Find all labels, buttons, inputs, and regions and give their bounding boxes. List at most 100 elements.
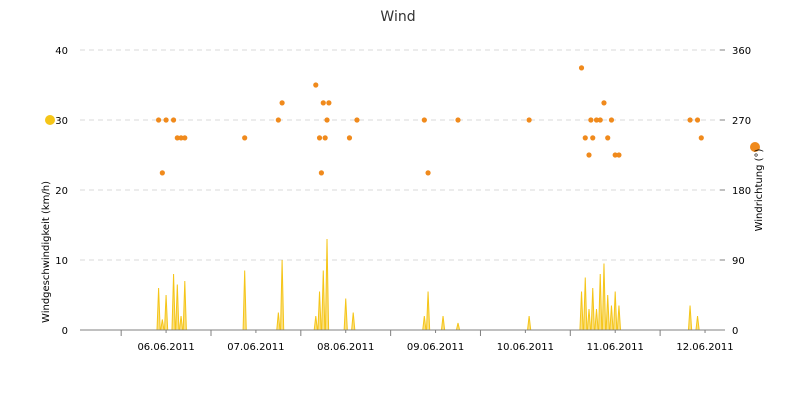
x-axis-ticks: 06.06.2011 07.06.2011 08.06.2011 09.06.2011… [120,330,734,353]
speed-spike [594,308,599,331]
chart-title: Wind [380,9,415,25]
speed-legend-marker[interactable] [45,115,55,125]
x-tick-label: 12.06.2011 [676,342,733,353]
speed-spike [351,312,356,331]
direction-point [316,135,323,141]
direction-point [313,82,319,88]
speed-spike [313,315,318,331]
speed-spike [242,270,247,331]
direction-point [586,152,592,158]
direction-point [174,135,180,141]
speed-spike [422,315,427,331]
speed-spike [613,291,618,331]
x-tick-label: 08.06.2011 [317,342,374,353]
speed-spike [586,308,592,331]
direction-point [279,100,285,106]
direction-point [163,117,169,123]
direction-point [616,152,622,158]
direction-point [326,100,332,106]
speed-spike [616,305,622,331]
right-axis-ticks: 0 90 180 270 360 [720,46,751,337]
speed-spike [601,263,607,331]
direction-point [593,117,600,123]
direction-point [455,117,461,123]
speed-spike [182,280,187,331]
direction-point [601,100,607,106]
x-tick-label: 09.06.2011 [407,342,464,353]
x-tick-label: 06.06.2011 [137,342,194,353]
speed-spike [160,319,165,331]
x-tick-label: 11.06.2011 [587,342,644,353]
direction-point [178,135,184,141]
speed-spike [178,315,184,331]
speed-spike [605,294,610,331]
direction-point [170,117,177,123]
direction-point [588,117,594,123]
y-right-tick-label: 0 [732,326,738,337]
speed-spike [175,284,180,331]
direction-legend-marker[interactable] [750,142,760,152]
left-axis-ticks: 0 10 20 30 40 [55,46,68,337]
speed-spike [324,238,330,331]
y-right-tick-label: 360 [732,46,751,57]
x-tick-label: 10.06.2011 [497,342,554,353]
direction-point [612,152,618,158]
direction-point [346,135,353,141]
y-left-tick-label: 30 [55,116,68,127]
speed-spike [609,305,614,331]
speed-spike [279,259,285,331]
direction-point [526,117,532,123]
direction-point [318,170,325,176]
x-tick-label: 07.06.2011 [227,342,284,353]
speed-spike [440,315,446,331]
direction-point [578,65,585,71]
speed-spike [321,270,326,331]
y-left-tick-label: 40 [55,46,68,57]
speed-spike [590,287,595,331]
direction-point [324,117,330,123]
speed-spike [598,273,603,331]
direction-point [322,135,328,141]
right-axis-label: Windrichtung (°) [754,149,765,232]
left-axis-label: Windgeschwindigkeit (km/h) [41,181,52,323]
direction-point [242,135,248,141]
direction-point [182,135,188,141]
direction-point [421,117,427,123]
direction-point [608,117,615,123]
speed-spike [156,287,161,331]
direction-point [597,117,603,123]
direction-point [590,135,596,141]
direction-point [698,135,704,141]
speed-spike [455,322,461,331]
speed-spike [163,294,169,331]
direction-point [275,117,281,123]
speed-spike [583,277,588,331]
speed-spike [343,298,348,331]
direction-point [687,117,693,123]
y-left-tick-label: 0 [62,326,68,337]
speed-spike [171,273,176,331]
direction-point [425,170,431,176]
speed-spike [425,291,431,331]
direction-point [605,135,611,141]
speed-spike [579,291,584,331]
speed-spike [687,305,693,331]
direction-series [155,65,704,176]
direction-point [694,117,701,123]
gridlines [80,49,720,261]
direction-point [582,135,588,141]
speed-spike [276,312,281,331]
direction-point [320,100,326,106]
y-left-tick-label: 10 [55,256,68,267]
direction-point [354,117,360,123]
y-right-tick-label: 90 [732,256,745,267]
y-right-tick-label: 180 [732,186,751,197]
direction-point [155,117,162,123]
speed-spike [317,291,322,331]
direction-point [159,170,165,176]
y-left-tick-label: 20 [55,186,68,197]
speed-spike [695,315,700,331]
speed-spike [526,315,532,331]
y-right-tick-label: 270 [732,116,751,127]
